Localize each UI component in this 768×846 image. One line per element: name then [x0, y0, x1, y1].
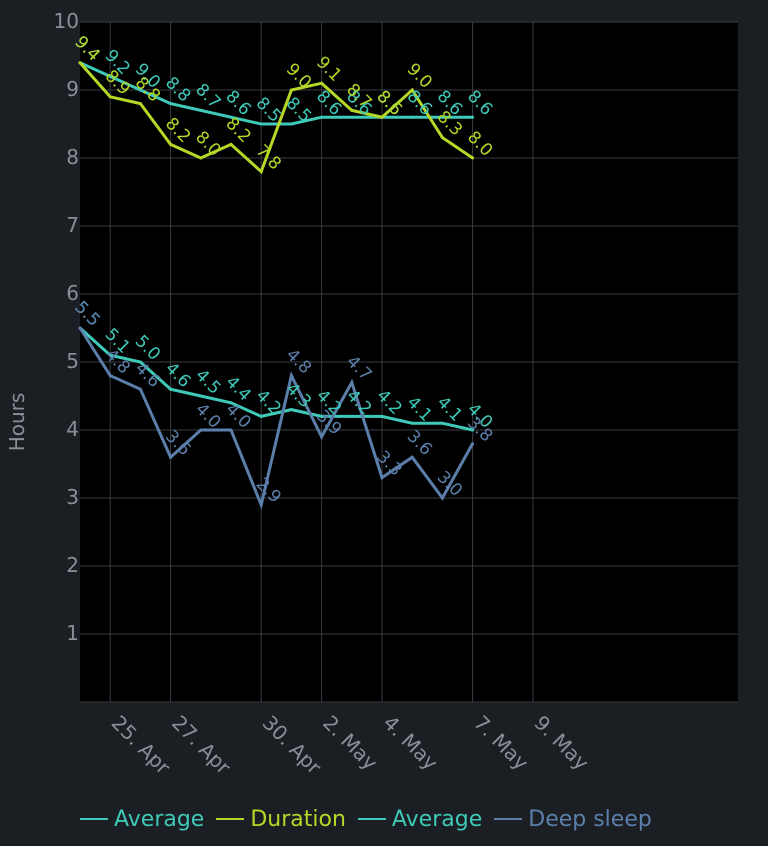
data-point: [138, 360, 142, 364]
y-tick-label: 4: [66, 417, 79, 441]
data-point: [350, 380, 354, 384]
series-line-1: [78, 61, 474, 175]
y-tick-label: 1: [66, 621, 79, 645]
y-tick-label: 6: [66, 281, 79, 305]
data-point: [259, 122, 263, 126]
data-point: [108, 74, 112, 78]
data-point: [380, 115, 384, 119]
data-point: [108, 374, 112, 378]
x-tick-label: 9. May: [529, 711, 593, 775]
data-point: [108, 95, 112, 99]
data-point: [440, 115, 444, 119]
data-point: [410, 88, 414, 92]
data-point: [78, 61, 82, 65]
x-tick-label: 7. May: [469, 711, 533, 775]
y-tick-label: 2: [66, 553, 79, 577]
y-tick-label: 9: [66, 77, 79, 101]
series-lines: [78, 61, 475, 510]
data-point: [289, 374, 293, 378]
y-axis-label: Hours: [5, 393, 29, 452]
legend-item[interactable]: Average: [80, 807, 204, 832]
data-point: [199, 394, 203, 398]
data-point: [410, 421, 414, 425]
legend-item[interactable]: Duration: [216, 807, 346, 832]
data-point: [350, 108, 354, 112]
series-line-2: [78, 326, 473, 432]
data-point: [320, 115, 324, 119]
legend-item[interactable]: Average: [357, 806, 483, 832]
data-point: [259, 503, 263, 507]
x-tick-label: 2. May: [318, 711, 382, 775]
series-line-3: [78, 327, 474, 510]
data-point: [229, 401, 233, 405]
data-point: [78, 326, 82, 330]
y-tick-label: 5: [66, 349, 79, 373]
data-point: [199, 108, 203, 112]
legend-swatch: [80, 818, 108, 820]
data-point: [320, 414, 324, 418]
data-point: [410, 115, 414, 119]
data-point: [320, 81, 324, 85]
x-tick-label: 25. Apr: [107, 711, 176, 780]
data-point: [289, 88, 293, 92]
grid: [80, 21, 738, 703]
data-point: [169, 387, 173, 391]
x-tick-label: 30. Apr: [258, 711, 327, 780]
data-point: [229, 142, 233, 146]
data-point: [259, 170, 263, 174]
data-point: [410, 455, 414, 459]
data-point: [229, 115, 233, 119]
legend: Average Duration Average Deep sleep: [80, 803, 658, 835]
data-point: [440, 496, 444, 500]
data-point: [350, 414, 354, 418]
data-point: [169, 455, 173, 459]
data-point: [259, 414, 263, 418]
data-point: [289, 408, 293, 412]
data-point: [320, 435, 324, 439]
legend-label: Average: [391, 806, 483, 832]
x-tick-label: 4. May: [378, 711, 442, 775]
data-point: [440, 421, 444, 425]
legend-swatch: [216, 818, 245, 820]
data-point: [289, 122, 293, 126]
y-tick-label: 10: [54, 9, 79, 33]
legend-label: Duration: [250, 806, 346, 832]
y-tick-label: 7: [66, 213, 79, 237]
legend-label: Average: [114, 806, 205, 832]
legend-swatch: [494, 818, 523, 820]
data-point: [169, 102, 173, 106]
data-point: [169, 142, 173, 146]
legend-label: Deep sleep: [528, 806, 652, 832]
data-point: [471, 428, 475, 432]
legend-swatch: [357, 818, 386, 820]
data-point: [350, 115, 354, 119]
data-point: [199, 428, 203, 432]
data-point: [471, 156, 475, 160]
legend-item[interactable]: Deep sleep: [494, 807, 652, 832]
x-tick-label: 27. Apr: [167, 711, 236, 780]
series-line-0: [79, 61, 473, 126]
data-point: [108, 353, 112, 357]
data-point: [138, 88, 142, 92]
data-point: [440, 136, 444, 140]
data-point: [229, 428, 233, 432]
data-point: [138, 387, 142, 391]
data-point: [138, 102, 142, 106]
data-point: [471, 442, 475, 446]
data-point: [199, 156, 203, 160]
data-point: [471, 115, 475, 119]
y-axis: 1 2 3 4 5 6 7 8 9 10: [54, 9, 79, 645]
data-point: [380, 476, 384, 480]
y-tick-label: 8: [66, 145, 79, 169]
y-tick-label: 3: [66, 485, 79, 509]
data-point: [380, 414, 384, 418]
